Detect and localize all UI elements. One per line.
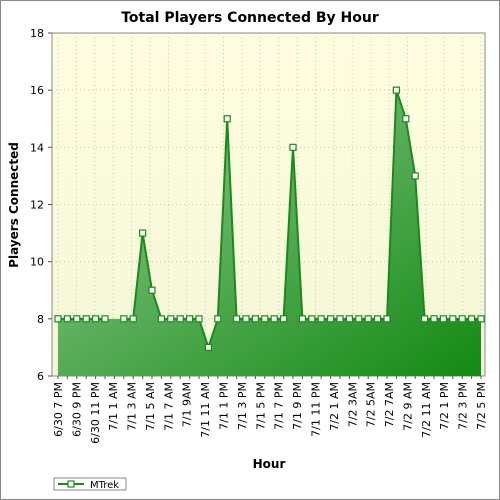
x-tick-label: 7/2 1 PM [438,382,451,430]
data-point [91,315,100,323]
data-point [120,315,128,323]
data-point [139,229,147,237]
data-point [327,315,335,323]
x-tick-label: 7/1 5 PM [254,382,267,430]
x-axis: 6/30 7 PM 6/30 9 PM 6/30 11 PM 7/1 1 AM 7/1 … [52,376,488,444]
x-tick-label: 6/30 11 PM [89,382,102,444]
x-tick-label: 7/1 1 PM [218,382,231,430]
data-point [374,315,382,323]
data-point [402,115,410,123]
data-point [477,315,485,323]
y-tick-label: 18 [30,27,44,40]
x-tick-label: 7/2 3AM [346,382,359,427]
y-tick-label: 10 [30,256,44,269]
x-tick-label: 7/2 7AM [383,382,396,427]
data-point [176,315,184,323]
data-point [392,86,400,94]
y-tick-label: 8 [37,313,44,326]
x-tick-label: 7/2 3 PM [457,382,470,430]
x-tick-label: 7/2 9 AM [401,382,414,431]
data-point [439,315,447,323]
x-axis-title: Hour [253,457,286,471]
data-point [233,315,241,323]
chart-title: Total Players Connected By Hour [121,10,379,26]
y-tick-label: 14 [30,141,44,154]
data-point [148,286,156,294]
data-point [289,143,297,151]
x-tick-label: 7/1 9 PM [291,382,304,430]
data-point [214,315,222,323]
data-point [317,315,325,323]
data-point [336,315,344,323]
series-area [54,86,485,377]
data-point [298,315,306,323]
data-point [251,315,259,323]
data-point [54,315,62,323]
y-tick-label: 16 [30,84,44,97]
data-point [308,315,316,323]
data-point [411,172,419,180]
x-tick-label: 7/1 3 PM [236,382,249,430]
y-tick-label: 12 [30,199,44,212]
x-tick-label: 7/2 5AM [365,382,378,427]
data-point [421,315,429,323]
data-point [364,315,372,323]
legend-label: MTrek [90,480,119,491]
data-point [101,315,109,323]
data-point [449,315,457,323]
data-point [458,315,466,323]
data-point [186,315,194,323]
data-point [129,315,137,323]
data-point [63,315,72,323]
data-point [195,315,203,323]
legend-swatch-marker [67,480,75,488]
data-point [167,315,175,323]
data-point [73,315,81,323]
y-axis: 6 8 10 12 14 16 18 [30,27,52,383]
y-tick-label: 6 [37,370,44,383]
data-point [355,315,363,323]
data-point [261,315,269,323]
data-point [82,315,90,323]
y-axis-title: Players Connected [7,142,21,268]
data-point [157,315,165,323]
x-tick-label: 7/1 1 AM [107,382,120,431]
x-tick-label: 6/30 9 PM [70,382,83,437]
x-tick-label: 7/1 7 PM [273,382,286,430]
data-point [204,343,212,352]
x-tick-label: 7/2 1 AM [328,382,341,431]
legend: MTrek [53,477,127,491]
data-point [242,315,250,323]
x-tick-label: 7/1 11 AM [199,382,212,438]
x-tick-label: 7/1 5 AM [144,382,157,431]
data-point [270,315,278,323]
x-tick-label: 7/1 3 AM [126,382,139,431]
data-point [430,315,438,323]
data-point [345,315,353,323]
x-tick-label: 7/2 11 AM [420,382,433,438]
data-point [468,315,476,323]
data-point [280,315,288,323]
x-tick-label: 7/1 11 PM [309,382,322,437]
x-tick-label: 7/1 7 AM [162,382,175,431]
data-point [383,315,391,323]
x-tick-label: 7/1 9AM [181,382,194,427]
x-tick-label: 6/30 7 PM [52,382,65,437]
x-tick-label: 7/2 5 PM [475,382,488,430]
data-point [223,115,231,123]
